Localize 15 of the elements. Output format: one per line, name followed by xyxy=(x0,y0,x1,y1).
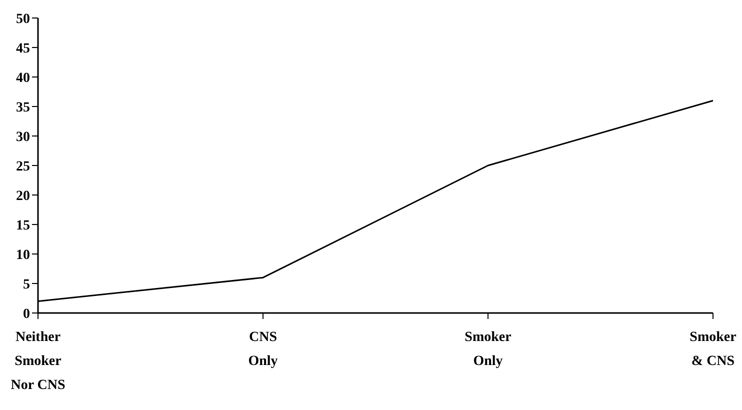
y-tick-label: 25 xyxy=(16,159,30,174)
y-tick-label: 30 xyxy=(16,130,30,145)
y-tick-label: 10 xyxy=(16,248,30,263)
y-tick-label: 20 xyxy=(16,188,30,204)
x-tick-label: CNS Only xyxy=(248,330,278,369)
y-tick-label: 0 xyxy=(23,306,30,322)
y-tick-label: 40 xyxy=(16,70,30,86)
x-tick-label: Smoker Only xyxy=(464,330,512,369)
y-tick-label: 45 xyxy=(16,41,30,56)
y-tick-label: 50 xyxy=(16,12,30,27)
x-tick-label: Neither Smoker Nor CNS xyxy=(10,330,66,393)
x-tick-label: Smoker & CNS xyxy=(690,330,736,369)
y-tick-label: 5 xyxy=(23,277,30,292)
y-tick-label: 15 xyxy=(16,218,30,234)
y-tick-label: 35 xyxy=(16,100,30,116)
